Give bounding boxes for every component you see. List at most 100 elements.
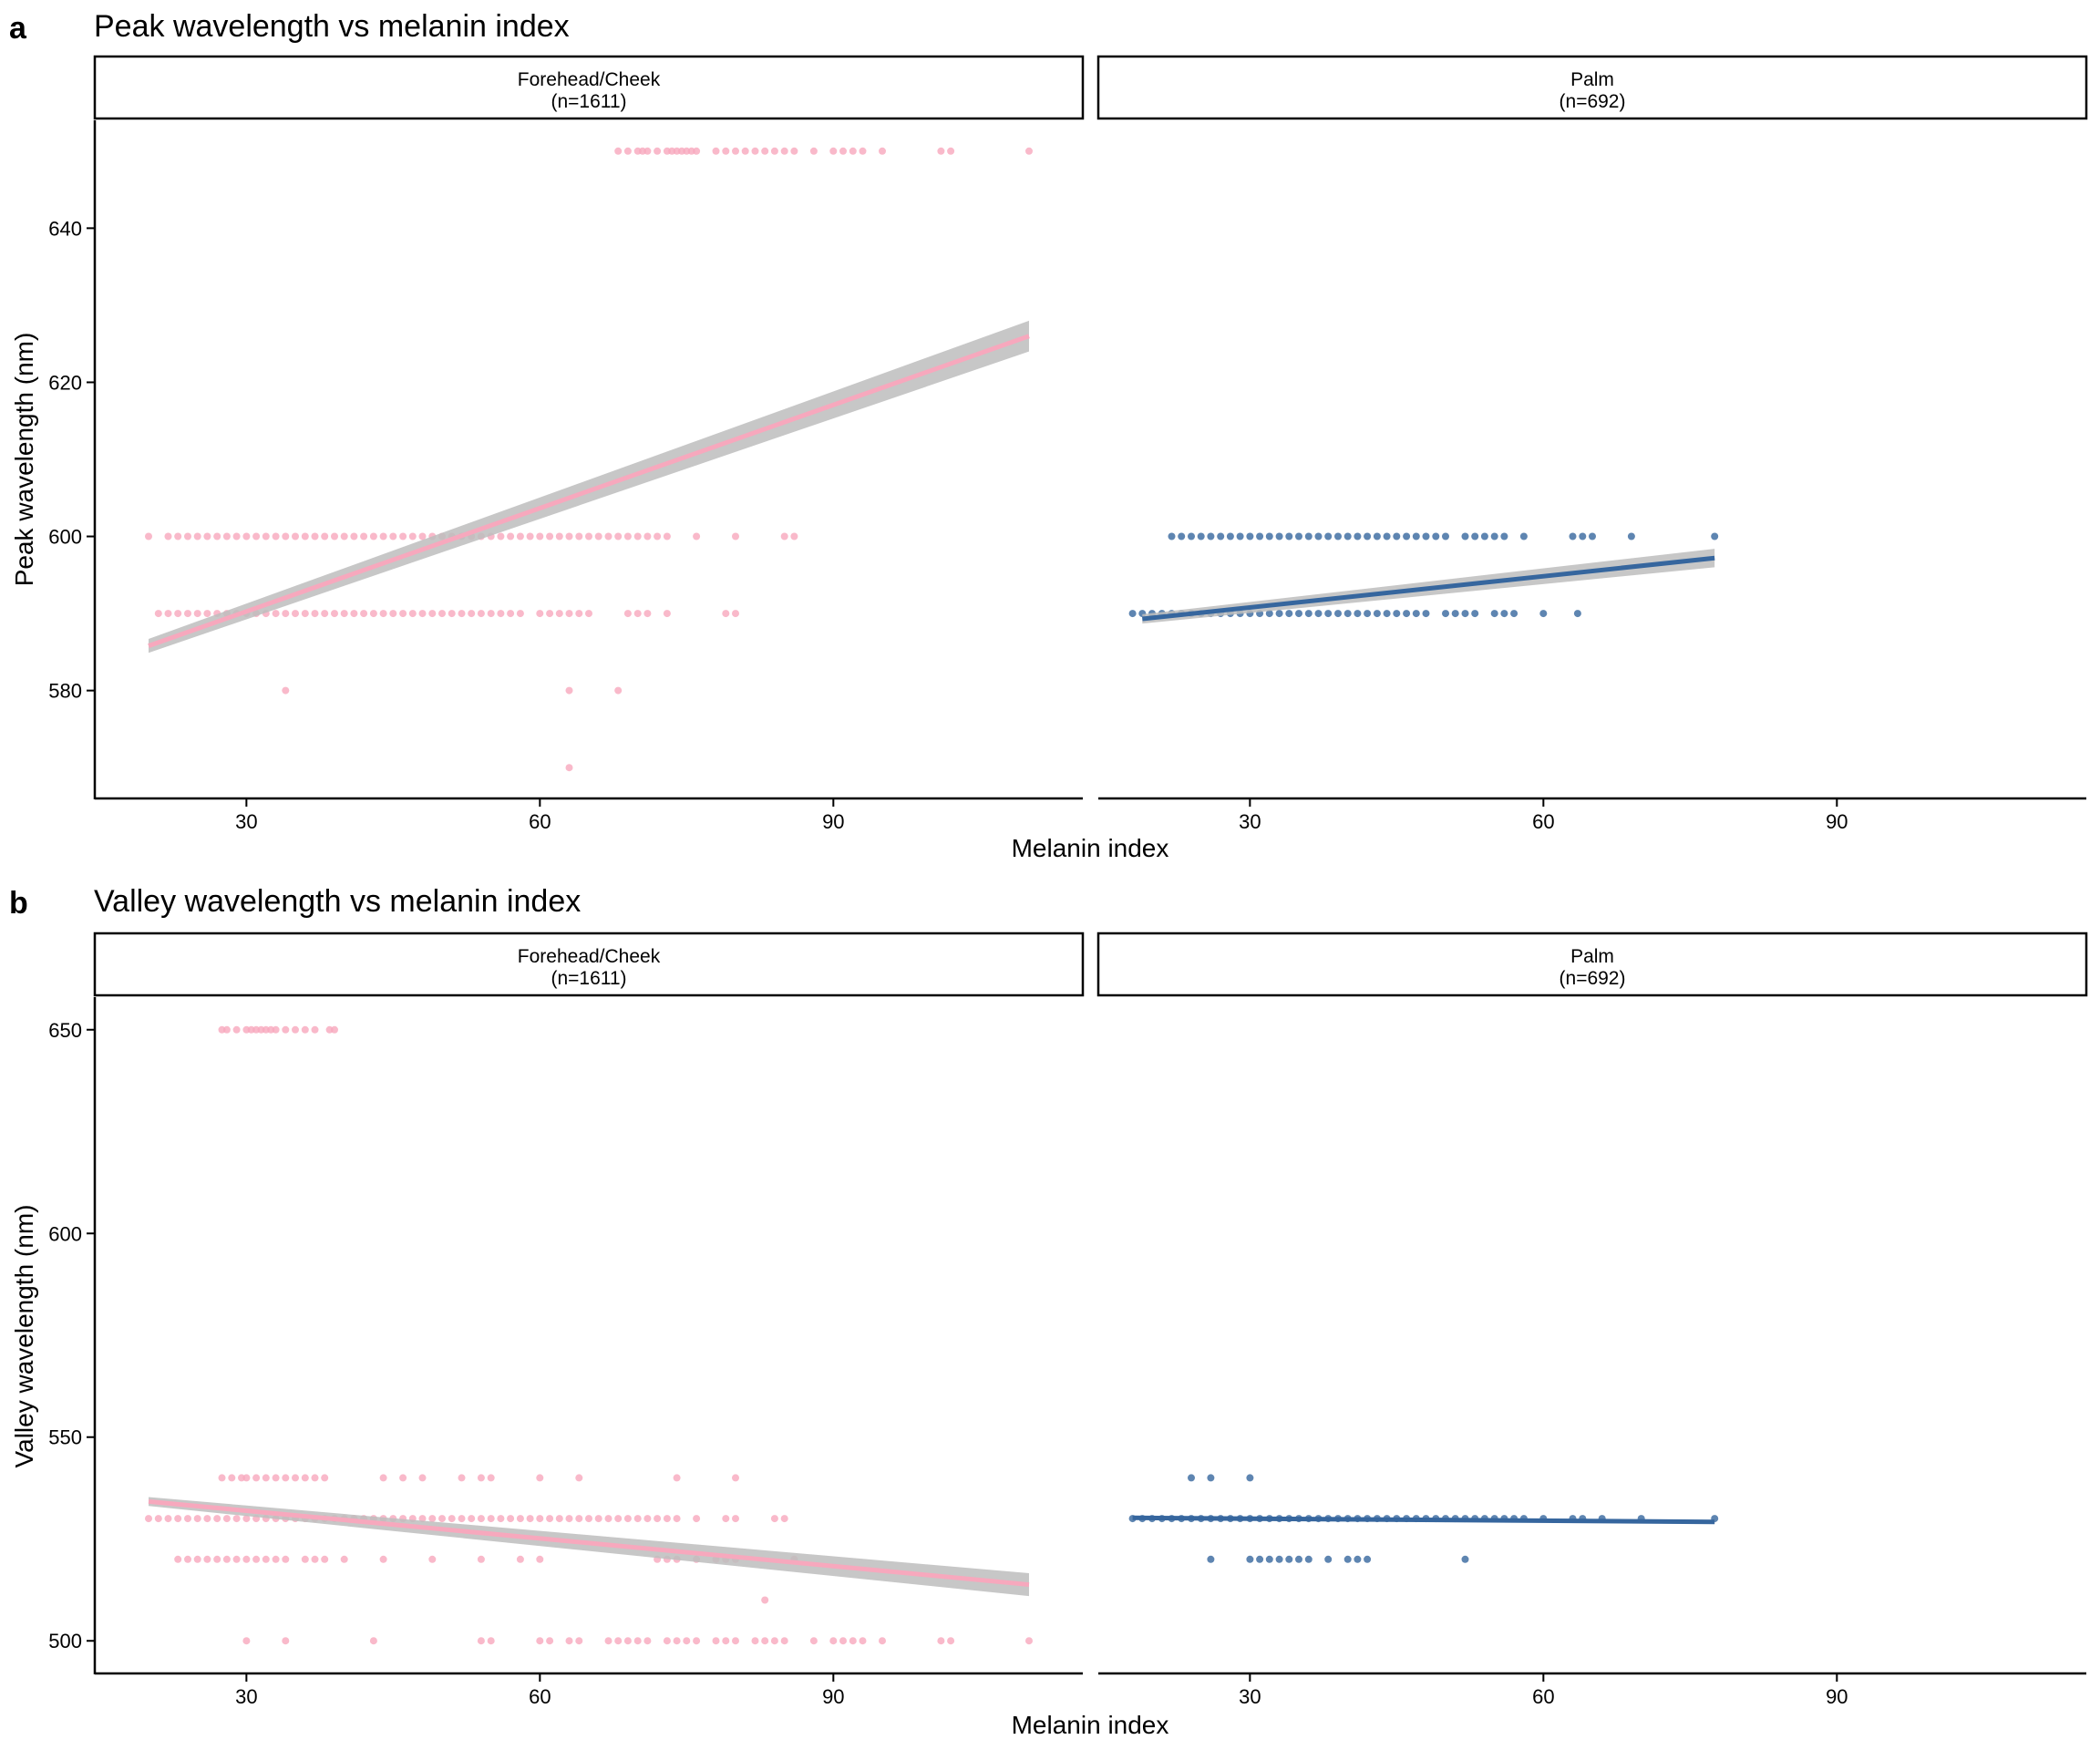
y-tick-label-a-0: 580 — [48, 680, 82, 703]
point-a-1-1-33 — [1461, 610, 1469, 618]
point-b-0-1-4 — [252, 1474, 261, 1482]
point-b-1-2-0 — [1207, 1555, 1215, 1563]
point-b-0-2-32 — [458, 1515, 466, 1523]
point-b-0-3-9 — [262, 1555, 270, 1563]
point-b-0-3-3 — [203, 1555, 211, 1563]
panel-b-plot-forehead — [145, 1025, 1033, 1645]
point-a-0-2-5 — [203, 610, 211, 618]
x-tick-label-b-0-1: 60 — [529, 1685, 551, 1708]
point-b-0-5-5 — [536, 1637, 544, 1645]
point-a-0-1-22 — [369, 532, 377, 540]
point-b-0-1-7 — [282, 1474, 290, 1482]
x-tick-label-b-0-0: 30 — [235, 1685, 257, 1708]
panel-b-strip-forehead-label: (n=1611) — [551, 968, 626, 989]
point-b-0-2-38 — [516, 1515, 524, 1523]
point-b-0-0-9 — [272, 1025, 280, 1034]
point-b-0-3-15 — [340, 1555, 348, 1563]
point-a-1-0-34 — [1519, 532, 1528, 540]
point-b-0-3-8 — [252, 1555, 261, 1563]
point-a-0-2-16 — [311, 610, 319, 618]
point-a-1-0-9 — [1256, 532, 1264, 540]
point-a-1-0-20 — [1364, 532, 1372, 540]
point-b-0-1-13 — [399, 1474, 407, 1482]
point-a-0-1-55 — [780, 532, 788, 540]
point-b-0-5-16 — [683, 1637, 691, 1645]
point-a-1-1-36 — [1500, 610, 1508, 618]
point-b-0-3-17 — [428, 1555, 437, 1563]
x-tick-label-b-1-1: 60 — [1532, 1685, 1554, 1708]
point-b-0-2-3 — [174, 1515, 182, 1523]
point-a-0-2-22 — [369, 610, 377, 618]
point-b-0-2-8 — [222, 1515, 231, 1523]
point-a-0-2-32 — [468, 610, 476, 618]
point-a-0-0-13 — [712, 147, 720, 155]
point-b-1-2-8 — [1324, 1555, 1333, 1563]
point-a-0-1-23 — [379, 532, 387, 540]
point-a-0-2-36 — [507, 610, 515, 618]
point-a-0-1-13 — [282, 532, 290, 540]
point-a-0-1-43 — [575, 532, 583, 540]
point-a-1-1-24 — [1364, 610, 1372, 618]
point-b-0-5-1 — [282, 1637, 290, 1645]
point-b-0-5-23 — [770, 1637, 778, 1645]
point-b-1-2-4 — [1275, 1555, 1283, 1563]
point-a-1-0-8 — [1246, 532, 1254, 540]
point-a-0-1-49 — [633, 532, 642, 540]
point-b-0-1-19 — [575, 1474, 583, 1482]
point-b-0-5-3 — [477, 1637, 485, 1645]
ci-ribbon-a-0 — [149, 320, 1029, 654]
point-a-0-0-5 — [654, 147, 662, 155]
point-b-0-2-9 — [232, 1515, 241, 1523]
point-a-0-1-36 — [507, 532, 515, 540]
point-b-0-3-1 — [184, 1555, 191, 1563]
point-a-1-1-27 — [1393, 610, 1401, 618]
point-a-0-0-0 — [614, 147, 623, 155]
point-b-0-2-44 — [575, 1515, 583, 1523]
point-a-1-1-29 — [1412, 610, 1420, 618]
point-b-0-2-50 — [633, 1515, 642, 1523]
point-a-0-1-51 — [654, 532, 662, 540]
point-a-1-0-16 — [1324, 532, 1333, 540]
point-a-0-2-28 — [428, 610, 437, 618]
point-a-0-0-19 — [770, 147, 778, 155]
x-tick-label-a-1-0: 30 — [1239, 810, 1261, 833]
point-b-0-3-7 — [242, 1555, 251, 1563]
x-tick-label-a-0-1: 60 — [529, 810, 551, 833]
point-b-0-1-11 — [321, 1474, 329, 1482]
point-b-0-5-22 — [761, 1637, 769, 1645]
panel-a-xlabel: Melanin index — [1012, 834, 1169, 862]
point-a-1-0-26 — [1422, 532, 1430, 540]
point-a-1-0-14 — [1304, 532, 1312, 540]
point-b-0-2-45 — [585, 1515, 592, 1523]
point-a-0-0-22 — [809, 147, 818, 155]
point-a-0-1-52 — [663, 532, 671, 540]
x-tick-label-b-1-2: 90 — [1826, 1685, 1848, 1708]
point-b-0-5-13 — [643, 1637, 652, 1645]
point-a-0-2-0 — [154, 610, 162, 618]
point-a-0-1-38 — [526, 532, 534, 540]
point-a-1-0-29 — [1461, 532, 1469, 540]
x-tick-label-a-1-2: 90 — [1826, 810, 1848, 833]
point-b-0-0-2 — [232, 1025, 241, 1034]
panel-b-title: Valley wavelength vs melanin index — [94, 884, 581, 919]
point-a-0-2-35 — [497, 610, 505, 618]
point-a-0-1-1 — [164, 532, 172, 540]
point-b-0-3-0 — [174, 1555, 182, 1563]
point-b-0-2-40 — [536, 1515, 544, 1523]
x-tick-label-b-0-2: 90 — [822, 1685, 844, 1708]
point-a-0-1-17 — [321, 532, 329, 540]
point-a-1-0-6 — [1226, 532, 1234, 540]
point-a-0-2-13 — [282, 610, 290, 618]
point-a-0-2-12 — [272, 610, 280, 618]
point-a-0-1-19 — [340, 532, 348, 540]
point-b-0-5-2 — [369, 1637, 377, 1645]
point-b-0-5-30 — [879, 1637, 886, 1645]
point-b-1-2-7 — [1304, 1555, 1312, 1563]
point-a-0-0-17 — [751, 147, 759, 155]
point-a-1-0-33 — [1500, 532, 1508, 540]
y-tick-label-b-2: 600 — [48, 1222, 82, 1245]
point-b-0-1-1 — [228, 1474, 236, 1482]
point-b-0-3-13 — [311, 1555, 319, 1563]
point-b-0-3-18 — [477, 1555, 485, 1563]
point-a-0-0-15 — [732, 147, 739, 155]
